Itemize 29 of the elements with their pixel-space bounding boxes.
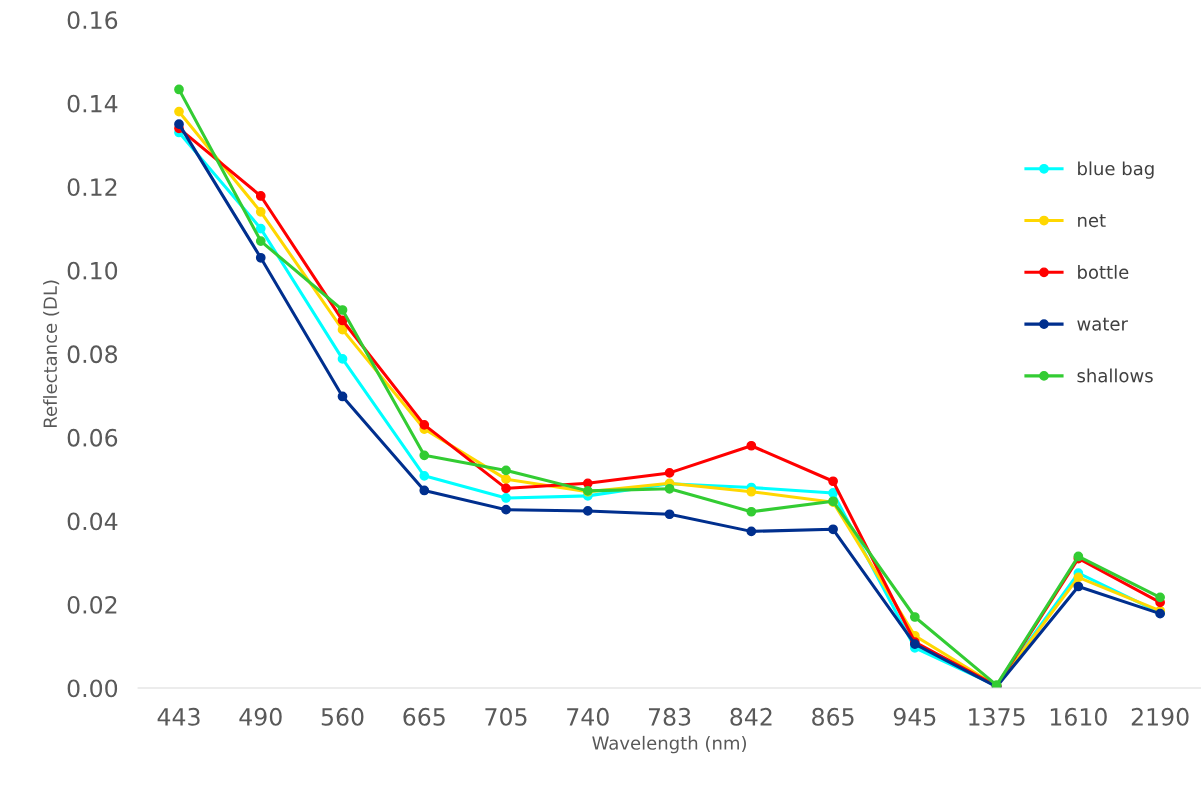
y-tick-label: 0.16 — [67, 11, 118, 30]
legend-label: bottle — [1078, 264, 1129, 279]
x-tick-label: 2190 — [1131, 707, 1189, 726]
y-tick-label: 0.06 — [67, 428, 118, 447]
legend-label: blue bag — [1078, 161, 1154, 179]
x-tick-label: 443 — [157, 707, 200, 726]
x-tick-label: 1375 — [969, 707, 1025, 726]
x-tick-label: 945 — [893, 707, 936, 726]
y-tick-label: 0.12 — [67, 178, 117, 197]
y-tick-label: 0.08 — [67, 345, 118, 364]
legend-label: net — [1078, 214, 1106, 228]
y-tick-label: 0.14 — [67, 94, 118, 113]
legend-label: water — [1077, 317, 1128, 331]
y-tick-label: 0.10 — [67, 261, 118, 280]
y-tick-label: 0.02 — [67, 595, 117, 614]
x-tick-label: 842 — [730, 707, 772, 726]
x-tick-label: 665 — [403, 707, 445, 726]
x-axis-title: Wavelength (nm) — [592, 735, 746, 754]
y-tick-label: 0.04 — [67, 512, 118, 531]
x-tick-label: 490 — [239, 707, 282, 726]
x-tick-label: 705 — [485, 707, 527, 726]
x-tick-label: 865 — [812, 707, 854, 726]
x-tick-label: 1610 — [1050, 707, 1107, 726]
x-tick-label: 560 — [321, 707, 364, 726]
legend-label: shallows — [1077, 368, 1153, 383]
x-tick-label: 740 — [567, 707, 609, 726]
y-tick-label: 0.00 — [67, 679, 118, 698]
y-axis-title: Reflectance (DL) — [43, 280, 60, 427]
x-tick-label: 783 — [648, 707, 691, 726]
